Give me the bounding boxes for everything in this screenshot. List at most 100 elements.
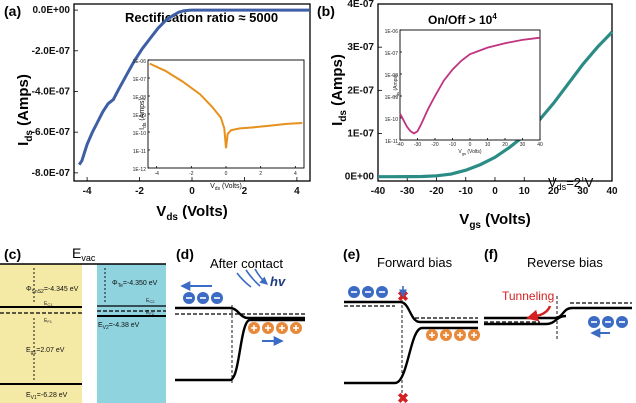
panel-label-c: (c) (4, 246, 21, 262)
panel-f: (f) Reverse bias Tunneling (484, 246, 632, 340)
x-tick-label: 30 (520, 142, 526, 148)
inset-a-xlabel: Vds (Volts) (210, 183, 242, 192)
panel-label-d: (d) (176, 246, 194, 262)
y-tick-label: 1E-08 (133, 95, 147, 101)
y-tick-label: 1E-09 (133, 113, 147, 119)
y-tick-label: 0E+00 (345, 172, 375, 183)
x-tick-label: 10 (485, 142, 491, 148)
panel-label-a: (a) (4, 3, 21, 19)
panel-label-b: (b) (317, 3, 335, 19)
ef2-label: EF2 (146, 310, 155, 316)
x-tick-label: 40 (537, 142, 543, 148)
x-tick-label: 0 (492, 186, 498, 197)
y-tick-label: -6.0E-07 (32, 127, 71, 138)
y-tick-label: 1E-09 (385, 95, 399, 101)
plot-a-xticks: -4 -2 0 2 4 (83, 177, 300, 197)
plot-b-ylabel: Ids (Amps) (329, 54, 349, 126)
x-tick-label: -40 (396, 142, 403, 148)
x-tick-label: 10 (519, 186, 531, 197)
x-tick-label: -40 (371, 186, 386, 197)
y-tick-label: -2.0E-07 (32, 46, 71, 57)
plot-b-yticks: 4E-07 3E-07 2E-07 1E-07 0E+00 (345, 0, 382, 183)
onoff-annotation: On/Off > 104 (428, 12, 497, 27)
x-tick-label: 4 (294, 171, 297, 177)
inset-a-curve (149, 62, 303, 149)
x-tick-label: 0 (469, 142, 472, 148)
x-tick-label: -2 (135, 186, 144, 197)
plot-b-curve (378, 30, 614, 179)
plot-b-xlabel: Vgs (Volts) (459, 211, 530, 231)
ec1-label: EC1 (44, 301, 53, 307)
evac-label: Evac (72, 245, 96, 263)
light-waves (236, 268, 267, 287)
y-tick-label: 4E-07 (347, 0, 374, 10)
y-tick-label: -8.0E-07 (32, 168, 71, 179)
inset-a-ylabel: Ids (Amps) (139, 98, 148, 130)
plot-a-curve (77, 8, 310, 166)
inset-b-xticks: -40 -30 -20 -10 0 10 20 30 40 (396, 138, 543, 148)
x-tick-label: -30 (400, 186, 415, 197)
x-tick-label: 20 (548, 186, 560, 197)
panel-label-f: (f) (484, 246, 498, 262)
inset-b-xlabel: Vgs (Volts) (458, 149, 481, 156)
ev1-label: EV1=-6.28 eV (26, 392, 68, 401)
electron-group-d (183, 292, 223, 304)
after-contact-title: After contact (210, 256, 283, 271)
conduction-band-d (175, 306, 305, 320)
reverse-bias-title: Reverse bias (527, 255, 603, 270)
y-tick-label: 2E-07 (347, 85, 374, 96)
hv-label: hv (270, 274, 286, 289)
plot-b-xticks: -40 -30 -20 -10 0 10 20 30 40 (371, 177, 618, 197)
x-tick-label: -20 (429, 186, 444, 197)
x-tick-label: -4 (154, 171, 159, 177)
panel-label-e: (e) (343, 246, 360, 262)
y-tick-label: 1E-06 (133, 59, 147, 65)
vds-label: Vds=2 V (548, 175, 594, 192)
valence-band-d (175, 318, 305, 382)
electron-group-e (348, 286, 388, 298)
sns2-region (0, 264, 82, 403)
inset-a-xticks: -4 -2 0 2 4 (154, 166, 297, 177)
y-tick-label: 1E-06 (385, 29, 399, 35)
y-tick-label: 1E-10 (133, 131, 147, 137)
x-tick-label: -2 (189, 171, 194, 177)
panel-a: (a) Rectification ratio ≈ 5000 0.0E+00 -2… (4, 3, 311, 223)
inset-a-frame (147, 59, 305, 169)
x-tick-label: -4 (83, 186, 92, 197)
plot-a-xlabel: Vds (Volts) (156, 203, 227, 223)
x-tick-label: 4 (294, 186, 300, 197)
hole-group-d (248, 322, 302, 334)
x-tick-label: -10 (449, 142, 456, 148)
y-tick-label: 1E-07 (133, 77, 147, 83)
y-tick-label: 0.0E+00 (32, 5, 70, 16)
x-tick-label: -30 (414, 142, 421, 148)
plot-a-ylabel: Ids (Amps) (15, 74, 35, 146)
valence-band-f (484, 314, 567, 326)
plot-a-yticks: 0.0E+00 -2.0E-07 -4.0E-07 -6.0E-07 -8.0E-07 (32, 5, 78, 179)
ec2-label: EC2 (146, 298, 155, 304)
x-tick-label: 40 (606, 186, 618, 197)
inset-b-frame (399, 29, 541, 141)
inset-b-ylabel: Ids (Amps) (393, 74, 400, 97)
conduction-band-e (399, 300, 478, 324)
tunneling-label: Tunneling (502, 289, 554, 303)
panel-e: (e) Forward bias ✖ ✖ (343, 246, 480, 403)
y-tick-label: 1E-08 (385, 73, 399, 79)
inset-a-yticks: 1E-06 1E-07 1E-08 1E-09 1E-10 1E-11 1E-12 (133, 59, 150, 173)
x-tick-label: 2 (259, 171, 262, 177)
hole-group-e (426, 329, 480, 341)
te-region (97, 264, 166, 403)
y-tick-label: 1E-10 (385, 117, 399, 123)
ef1-label: EF1 (44, 318, 53, 324)
x-tick-label: -20 (431, 142, 438, 148)
x-tick-label: -10 (459, 186, 474, 197)
phi1-label: ΦSnS2=-4.345 eV (26, 286, 79, 295)
rectification-annotation: Rectification ratio ≈ 5000 (125, 10, 278, 25)
x-tick-label: 20 (502, 142, 508, 148)
electron-group-f (588, 316, 628, 328)
eg-label: Eg1=2.07 eV (26, 347, 65, 356)
y-tick-label: 1E-12 (133, 167, 147, 173)
y-tick-label: 1E-07 (385, 51, 399, 57)
